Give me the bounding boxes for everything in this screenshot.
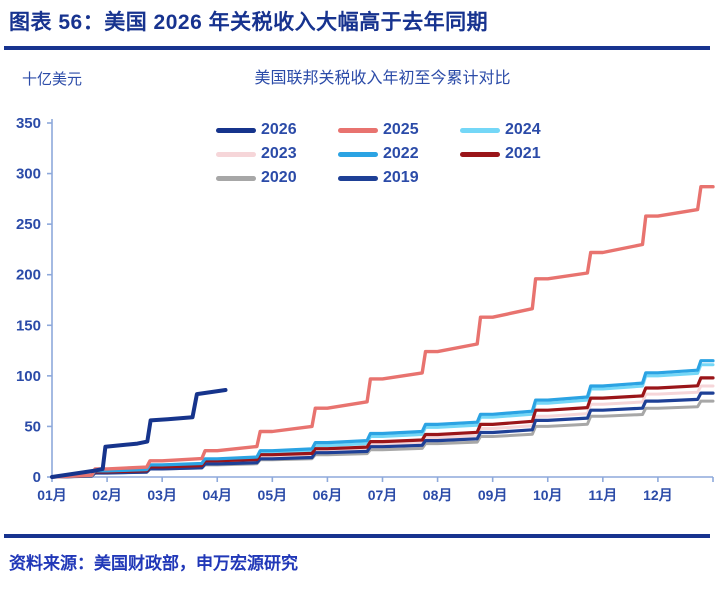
x-tick-label: 02月 — [92, 487, 122, 503]
x-tick-label: 06月 — [313, 487, 343, 503]
legend-item-2026: 2026 — [216, 118, 338, 142]
legend-label: 2019 — [383, 169, 419, 186]
series-line-2022 — [50, 359, 715, 479]
legend-label: 2020 — [261, 169, 297, 186]
legend-item-2023: 2023 — [216, 142, 338, 166]
legend-item-2019: 2019 — [338, 166, 460, 190]
y-tick-label: 100 — [16, 368, 41, 385]
x-tick-label: 10月 — [533, 487, 563, 503]
legend-item-2020: 2020 — [216, 166, 338, 190]
legend-swatch-2024 — [460, 127, 500, 133]
series-line-2025 — [50, 184, 715, 479]
page-title: 图表 56：美国 2026 年关税收入大幅高于去年同期 — [9, 11, 489, 34]
legend-label: 2026 — [261, 121, 297, 138]
series-line-2026 — [50, 388, 228, 479]
x-tick-label: 11月 — [588, 487, 617, 503]
legend-label: 2023 — [261, 145, 297, 162]
x-tick-label: 03月 — [147, 487, 177, 503]
series-lines — [50, 184, 715, 479]
legend-swatch-2019 — [338, 175, 378, 181]
y-axis-unit-label: 十亿美元 — [22, 71, 83, 88]
chart-title: 美国联邦关税收入年初至今累计对比 — [254, 70, 511, 87]
axes: 0 50 100 150 200 250 300 350 01月 02月 03月 04月 05月 06月 0… — [16, 115, 714, 503]
legend-item-2024: 2024 — [460, 118, 582, 142]
legend-item-2022: 2022 — [338, 142, 460, 166]
legend-label: 2021 — [505, 145, 541, 162]
legend-swatch-2025 — [338, 127, 378, 133]
legend-swatch-2020 — [216, 175, 256, 181]
legend-swatch-2022 — [338, 151, 378, 157]
x-tick-label: 09月 — [478, 487, 508, 503]
y-tick-label: 350 — [16, 115, 41, 132]
y-tick-label: 0 — [33, 469, 41, 486]
series-line-2021 — [50, 376, 715, 479]
source-note: 资料来源：美国财政部，申万宏源研究 — [9, 554, 298, 573]
legend-label: 2022 — [383, 145, 419, 162]
x-tick-label: 07月 — [368, 487, 398, 503]
chart-legend: 2026 2025 2024 2023 2022 2021 2020 2019 — [216, 118, 582, 190]
legend-swatch-2023 — [216, 151, 256, 157]
x-tick-label: 01月 — [37, 487, 67, 503]
series-line-2019 — [50, 391, 715, 479]
y-tick-label: 150 — [16, 317, 41, 334]
legend-item-2025: 2025 — [338, 118, 460, 142]
legend-item-2021: 2021 — [460, 142, 582, 166]
y-tick-label: 250 — [16, 216, 41, 233]
x-tick-label: 12月 — [643, 487, 673, 503]
x-tick-label: 04月 — [202, 487, 232, 503]
legend-label: 2024 — [505, 121, 541, 138]
legend-swatch-2026 — [216, 127, 256, 133]
line-chart: 0 50 100 150 200 250 300 350 01月 02月 03月 04月 05月 06月 0… — [16, 115, 715, 503]
legend-label: 2025 — [383, 121, 419, 138]
y-tick-label: 50 — [24, 418, 41, 435]
y-tick-label: 200 — [16, 267, 41, 284]
title-divider — [4, 46, 710, 50]
footer-divider — [4, 534, 710, 538]
x-tick-label: 08月 — [423, 487, 453, 503]
x-tick-label: 05月 — [258, 487, 288, 503]
legend-swatch-2021 — [460, 151, 500, 157]
y-tick-label: 300 — [16, 166, 41, 183]
